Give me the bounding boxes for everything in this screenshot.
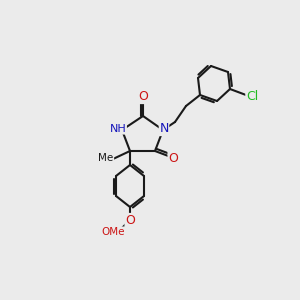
Text: Cl: Cl	[246, 89, 258, 103]
Text: N: N	[159, 122, 169, 136]
Text: OMe: OMe	[101, 227, 125, 237]
Text: O: O	[138, 91, 148, 103]
Text: O: O	[168, 152, 178, 164]
Text: O: O	[125, 214, 135, 226]
Text: Me: Me	[98, 153, 114, 163]
Text: NH: NH	[110, 124, 126, 134]
